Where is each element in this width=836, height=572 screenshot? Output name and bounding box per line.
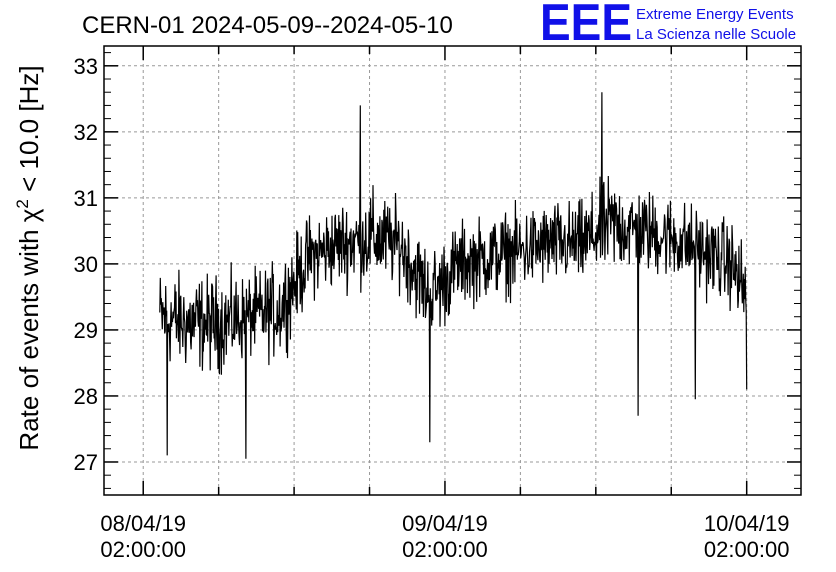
y-tick-label: 28	[74, 384, 98, 409]
data-series	[159, 92, 748, 459]
y-tick-label: 30	[74, 252, 98, 277]
x-tick-label-time: 02:00:00	[100, 537, 186, 562]
axis-ticks	[104, 46, 801, 495]
grid	[104, 46, 801, 495]
x-tick-label-date: 08/04/19	[100, 511, 186, 536]
y-tick-label: 33	[74, 54, 98, 79]
series-line	[159, 92, 748, 459]
y-axis-label-prefix: Rate of events with	[14, 222, 44, 450]
x-tick-label-time: 02:00:00	[402, 537, 488, 562]
x-tick-label-date: 10/04/19	[704, 511, 790, 536]
x-tick-label-date: 09/04/19	[402, 511, 488, 536]
y-axis-label-sup: 2	[13, 199, 32, 208]
plot-frame	[103, 45, 802, 496]
logo-subtitle-line2: La Scienza nelle Scuole	[636, 26, 796, 43]
x-tick-label-time: 02:00:00	[704, 537, 790, 562]
y-tick-label: 29	[74, 318, 98, 343]
logo-eee-text: EEE	[540, 0, 632, 52]
y-tick-label: 27	[74, 450, 98, 475]
axis-labels: 2728293031323308/04/1902:00:0009/04/1902…	[74, 54, 790, 562]
y-axis-label: Rate of events with χ2 < 10.0 [Hz]	[13, 65, 44, 450]
eee-logo: EEE Extreme Energy Events La Scienza nel…	[540, 0, 796, 52]
y-axis-label-suffix: < 10.0 [Hz]	[14, 65, 44, 199]
chart-title: CERN-01 2024-05-09--2024-05-10	[82, 12, 453, 39]
y-axis-label-symbol: χ	[14, 208, 44, 222]
y-tick-label: 31	[74, 186, 98, 211]
y-tick-label: 32	[74, 120, 98, 145]
logo-subtitle-line1: Extreme Energy Events	[636, 6, 794, 23]
